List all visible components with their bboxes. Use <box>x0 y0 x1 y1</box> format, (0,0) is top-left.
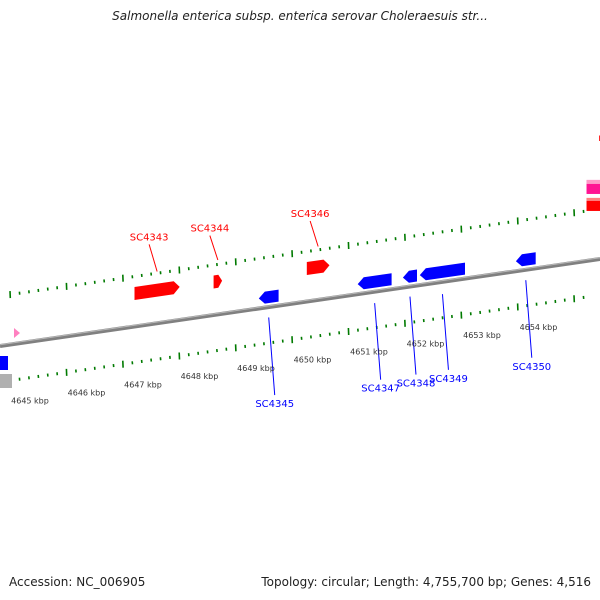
position-label: 4649 kbp <box>237 364 275 373</box>
position-label: 4654 kbp <box>520 323 558 332</box>
label-leader <box>441 294 449 370</box>
label-leader <box>209 235 219 261</box>
position-label: 4651 kbp <box>350 347 388 356</box>
gene-label-sc4344: SC4344 <box>190 224 229 235</box>
gene-arrow <box>213 274 223 289</box>
genome-backbone <box>0 257 600 348</box>
gene-track[interactable] <box>134 179 600 304</box>
gene-block-highlight <box>586 179 600 184</box>
gene-block <box>586 197 600 211</box>
label-leader <box>148 244 158 272</box>
gene-sc4350[interactable] <box>515 252 536 267</box>
gene-arrow <box>258 289 279 304</box>
position-label: 4652 kbp <box>407 339 445 348</box>
genome-summary: Topology: circular; Length: 4,755,700 bp… <box>261 575 591 589</box>
position-labels: 4645 kbp 4646 kbp 4647 kbp 4648 kbp 4649 kbp… <box>11 323 557 406</box>
position-label: 4647 kbp <box>124 380 162 389</box>
backbone-highlight <box>0 257 600 346</box>
position-label: 4646 kbp <box>68 388 106 397</box>
lower-tick-track <box>9 295 585 385</box>
gene-label-sc4348: SC4348 <box>397 379 436 390</box>
gene-sc4347[interactable] <box>357 273 392 290</box>
gene-sc4346[interactable] <box>306 259 330 275</box>
gene-block-highlight <box>586 197 600 201</box>
backbone-line <box>0 257 600 348</box>
gene-mta[interactable] <box>586 179 600 211</box>
gene-arrow <box>402 269 417 283</box>
gene-arrow <box>419 262 465 281</box>
label-leader <box>309 220 319 247</box>
position-label: 4650 kbp <box>294 356 332 365</box>
gene-sc4343[interactable] <box>134 281 180 300</box>
gene-label-mta: mta <box>598 133 600 144</box>
gene-label-sc4346: SC4346 <box>291 209 330 220</box>
gene-labels: SC4343SC4344SC4346mtaSC4345SC4347SC4348S… <box>130 133 600 410</box>
edge-marker-pink <box>14 328 20 338</box>
gene-label-sc4345: SC4345 <box>255 399 294 410</box>
gene-arrow <box>357 273 392 290</box>
gene-arrow <box>515 252 536 267</box>
gene-sc4348[interactable] <box>402 269 417 283</box>
accession-label: Accession: NC_006905 <box>9 575 146 589</box>
label-leader <box>525 280 533 358</box>
gene-label-sc4350: SC4350 <box>512 362 551 373</box>
gene-arrow <box>306 259 330 275</box>
label-leader <box>374 303 382 380</box>
gene-arrow <box>134 281 180 300</box>
position-label: 4648 kbp <box>181 372 219 381</box>
gene-label-sc4347: SC4347 <box>361 384 400 395</box>
position-label: 4645 kbp <box>11 397 49 406</box>
gene-sc4349[interactable] <box>419 262 465 281</box>
edge-gene-grey <box>0 374 12 388</box>
edge-features <box>0 328 20 388</box>
edge-gene-reverse <box>0 356 8 370</box>
label-leader <box>409 296 417 375</box>
gene-sc4345[interactable] <box>258 289 279 304</box>
gene-sc4344[interactable] <box>213 274 223 289</box>
upper-tick-track <box>9 209 585 299</box>
label-leader <box>268 317 276 396</box>
position-label: 4653 kbp <box>463 331 501 340</box>
gene-label-sc4349: SC4349 <box>429 374 468 385</box>
gene-label-sc4343: SC4343 <box>130 232 169 243</box>
page-title: Salmonella enterica subsp. enterica sero… <box>112 9 488 23</box>
